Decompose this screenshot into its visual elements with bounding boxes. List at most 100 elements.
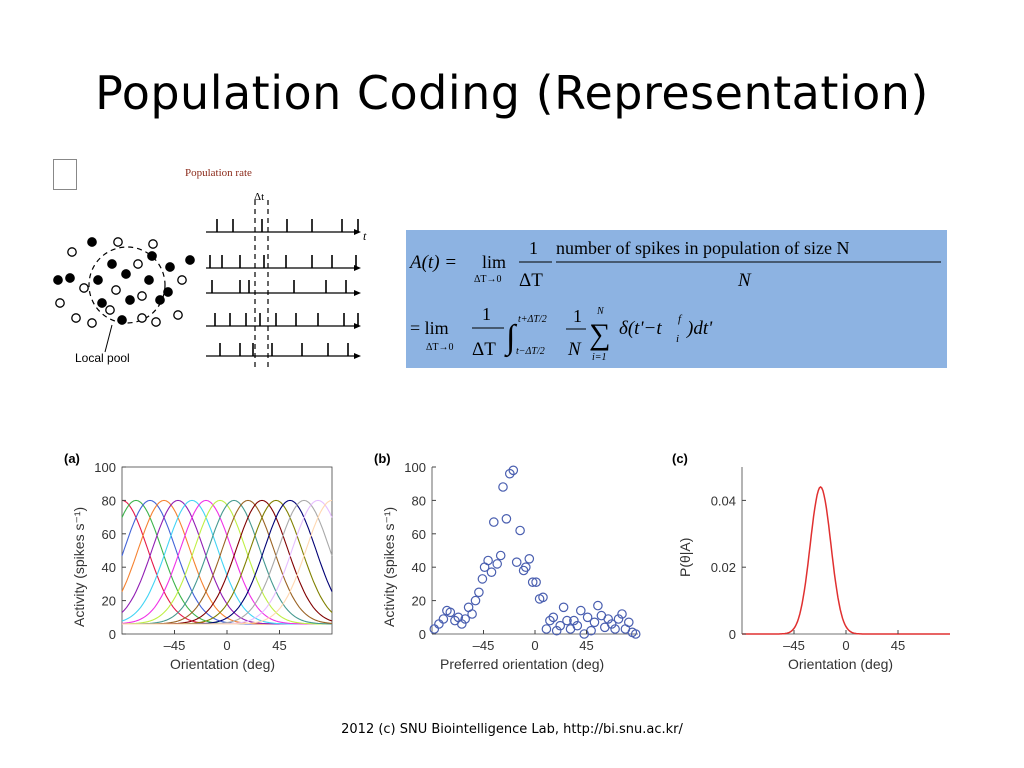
local-pool-circle <box>88 246 166 324</box>
active-neuron <box>107 259 117 269</box>
eq-frac-dt: ΔT <box>519 270 543 291</box>
active-neuron <box>87 237 97 247</box>
active-neuron <box>65 273 75 283</box>
data-point <box>562 615 572 626</box>
tuning-curve <box>122 499 333 625</box>
active-neuron <box>117 315 127 325</box>
integrand-tail: )dt' <box>686 318 713 339</box>
inactive-neuron <box>137 313 147 323</box>
y-tick-label: 60 <box>102 527 116 542</box>
eq-numerator: number of spikes in population of size N <box>556 238 849 258</box>
data-point <box>508 465 519 476</box>
data-point <box>551 625 562 636</box>
tuning-curve <box>121 499 332 625</box>
spike-train-arrow <box>354 353 361 359</box>
eq-lim: lim <box>482 252 506 272</box>
data-point <box>589 617 600 628</box>
posterior-panel: (c) 0 0.02 0.04 –45 0 45 Orientation (deg) P… <box>672 451 950 672</box>
active-neuron <box>93 275 103 285</box>
data-point <box>593 600 603 611</box>
tuning-curve <box>122 499 333 625</box>
inactive-neuron <box>67 247 77 257</box>
active-neuron <box>165 262 175 272</box>
active-neuron <box>125 295 135 305</box>
eq2-frac-dt: ΔT <box>472 339 496 360</box>
active-neuron <box>53 275 63 285</box>
x-ticks: –45 0 45 <box>164 630 287 653</box>
data-point <box>617 609 627 619</box>
y-tick-label: 80 <box>412 493 426 508</box>
eq-lim-sub: ΔT→0 <box>474 274 502 285</box>
sum-sign: ∑ <box>589 318 610 351</box>
data-point <box>558 602 569 613</box>
slide-footer: 2012 (c) SNU Biointelligence Lab, http:/… <box>341 722 683 737</box>
panel-a-xlabel: Orientation (deg) <box>170 656 275 672</box>
integral-sign: ∫ <box>504 319 518 358</box>
data-point <box>429 624 440 634</box>
inactive-neuron <box>87 318 97 328</box>
x-tick-label: –45 <box>164 638 186 653</box>
y-tick-label: 60 <box>412 527 426 542</box>
data-point <box>548 612 559 623</box>
data-point <box>511 557 522 567</box>
data-point <box>501 514 512 524</box>
inactive-neuron <box>105 305 115 315</box>
data-point <box>489 517 499 527</box>
panel-c-ylabel: P(θ|A) <box>677 538 693 577</box>
y-ticks: 0 20 40 60 80 100 <box>94 460 126 642</box>
inactive-neuron <box>148 239 158 249</box>
data-point <box>521 562 531 572</box>
scatter-points <box>429 465 641 639</box>
y-ticks: 0 20 40 60 80 100 <box>404 460 436 642</box>
eq2-lim-sub: ΔT→0 <box>426 342 454 353</box>
active-neuron <box>144 275 154 285</box>
eq2-frac-one: 1 <box>482 304 491 324</box>
int-upper: t+ΔT/2 <box>518 314 547 325</box>
active-neuron <box>163 287 173 297</box>
population-rate-heading: Population rate <box>185 167 252 179</box>
y-tick-label: 20 <box>102 594 116 609</box>
sum-upper: N <box>596 306 605 317</box>
data-point <box>524 554 535 564</box>
tuning-curves-panel: (a) 0 20 40 60 80 100 –45 0 45 Orientation (deg… <box>64 451 333 672</box>
panel-a-ylabel: Activity (spikes s⁻¹) <box>71 507 87 627</box>
integrand-sub: i <box>676 333 679 345</box>
x-tick-label: 45 <box>891 638 905 653</box>
data-point <box>582 612 593 623</box>
data-point <box>515 525 525 536</box>
x-tick-label: –45 <box>783 638 805 653</box>
data-point <box>541 624 552 634</box>
tuning-curve <box>122 499 332 625</box>
x-tick-label: –45 <box>473 638 495 653</box>
placeholder-box <box>53 159 77 190</box>
int-lower: t−ΔT/2 <box>516 346 545 357</box>
inactive-neuron <box>55 298 65 308</box>
data-point <box>438 614 449 624</box>
panel-a-label: (a) <box>64 451 80 466</box>
data-point <box>603 614 613 624</box>
slide-title: Population Coding (Representation) <box>95 66 929 120</box>
population-response-panel: (b) 0 20 40 60 80 100 –45 0 45 Preferred orient… <box>374 451 641 672</box>
panel-c-xlabel: Orientation (deg) <box>788 656 893 672</box>
data-point <box>467 609 477 619</box>
local-pool-label: Local pool <box>75 351 130 365</box>
data-point <box>434 619 444 629</box>
inactive-neuron <box>151 317 161 327</box>
data-point <box>531 577 541 587</box>
data-point <box>457 619 467 629</box>
integrand: δ(t'−t <box>619 318 662 339</box>
y-tick-label: 100 <box>94 460 116 475</box>
population-rate-figure: Population rate Δt t Local pool <box>53 167 367 370</box>
sum-lower: i=1 <box>592 352 607 363</box>
inactive-neuron <box>79 283 89 293</box>
panel-c-label: (c) <box>672 451 688 466</box>
tuning-curve <box>122 499 333 625</box>
y-tick-label: 20 <box>412 594 426 609</box>
data-point <box>576 605 586 616</box>
panel-b-ylabel: Activity (spikes s⁻¹) <box>381 507 397 627</box>
inactive-neuron <box>133 259 143 269</box>
local-pool-pointer <box>104 324 113 353</box>
y-tick-label: 40 <box>412 560 426 575</box>
data-point <box>492 559 502 569</box>
y-tick-label: 0.02 <box>711 560 736 575</box>
